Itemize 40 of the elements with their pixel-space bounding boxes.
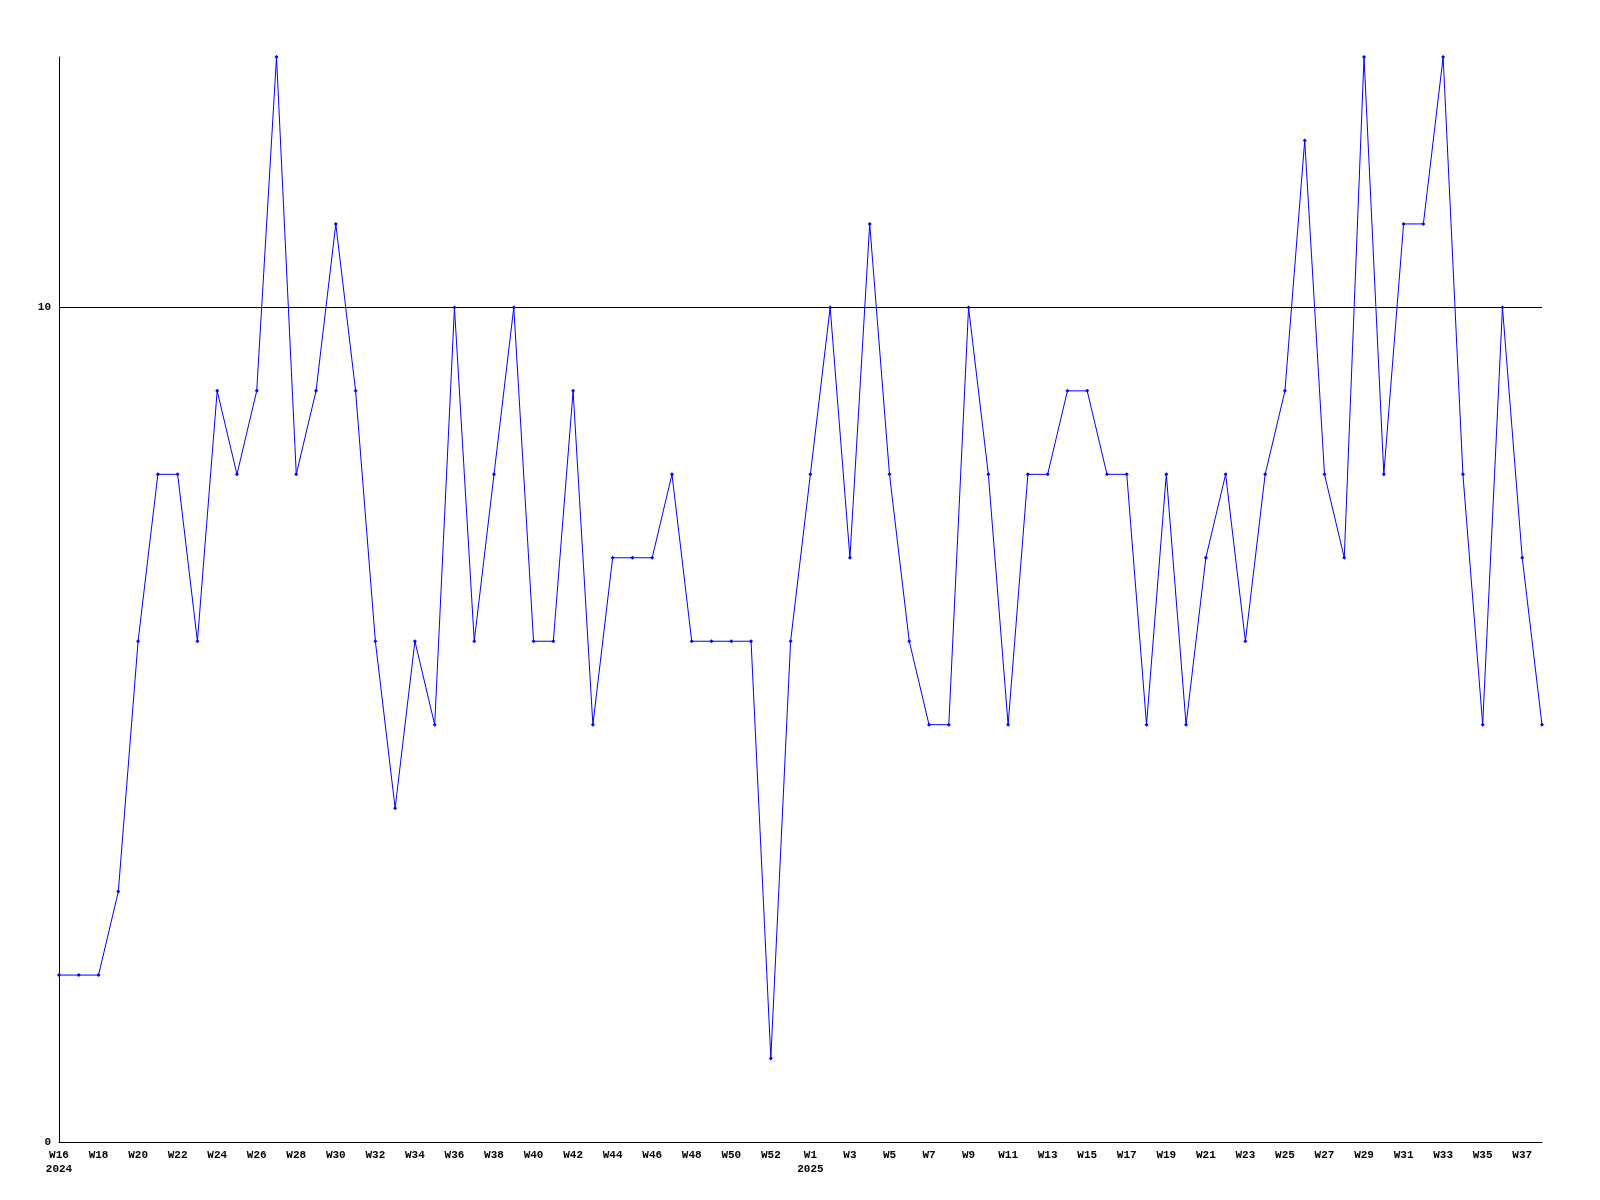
x-tick-label: W3: [843, 1149, 857, 1161]
x-tick-label: W27: [1314, 1149, 1335, 1161]
x-tick-label: W38: [484, 1149, 505, 1161]
x-tick-label: W15: [1077, 1149, 1098, 1161]
x-tick-label: W44: [602, 1149, 623, 1161]
x-tick-label: W50: [721, 1149, 742, 1161]
x-tick-label: W5: [882, 1149, 897, 1161]
x-tick-label: W19: [1156, 1149, 1177, 1161]
x-tick-label: W35: [1472, 1149, 1493, 1161]
x-tick-label: W11: [998, 1149, 1019, 1161]
x-tick-label: W22: [167, 1149, 188, 1161]
x-tick-label: W24: [207, 1149, 228, 1161]
x-tick-label: W40: [523, 1149, 544, 1161]
x-tick-label: W32: [365, 1149, 386, 1161]
x-tick-label: W21: [1195, 1149, 1217, 1161]
x-tick-label: W18: [88, 1149, 109, 1161]
y-tick-label: 10: [37, 301, 51, 314]
x-tick-label: W34: [405, 1149, 426, 1161]
x-tick-label: W1 2025: [797, 1149, 824, 1175]
y-tick-label: 0: [44, 1136, 51, 1148]
x-tick-label: W36: [444, 1149, 465, 1161]
x-tick-label: W7: [922, 1149, 936, 1161]
x-tick-label: W46: [642, 1149, 663, 1161]
x-tick-label: W25: [1275, 1149, 1296, 1161]
x-tick-label: W20: [128, 1149, 148, 1161]
x-tick-label: W30: [325, 1149, 346, 1161]
x-tick-label: W9: [961, 1149, 976, 1161]
x-tick-label: W28: [286, 1149, 307, 1161]
x-tick-label: W26: [246, 1149, 267, 1161]
x-tick-label: W23: [1235, 1149, 1256, 1161]
x-tick-label: W17: [1116, 1149, 1137, 1161]
x-tick-label: W42: [563, 1149, 584, 1161]
x-tick-label: W16 2024: [45, 1149, 73, 1175]
x-tick-label: W31: [1393, 1149, 1414, 1161]
x-tick-label: W48: [681, 1149, 703, 1161]
x-tick-label: W29: [1354, 1149, 1374, 1161]
x-tick-label: W33: [1433, 1149, 1454, 1161]
x-tick-label: W37: [1512, 1149, 1533, 1161]
x-tick-label: W13: [1037, 1149, 1058, 1161]
x-tick-label: W52: [760, 1149, 781, 1161]
